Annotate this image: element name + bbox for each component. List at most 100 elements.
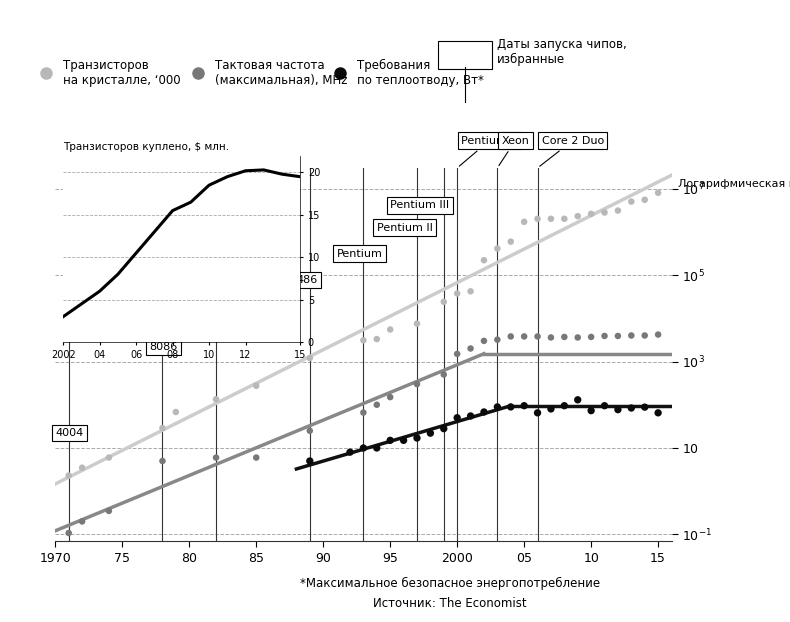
Point xyxy=(465,411,477,421)
Point xyxy=(517,332,530,341)
Point xyxy=(585,332,597,342)
Point xyxy=(156,456,169,466)
Point xyxy=(625,403,638,413)
Text: Требования
по теплоотводу, Вт*: Требования по теплоотводу, Вт* xyxy=(357,58,484,87)
Text: Транзисторов куплено, $ млн.: Транзисторов куплено, $ млн. xyxy=(63,142,229,152)
Point xyxy=(531,214,544,224)
Point xyxy=(303,353,316,363)
Point xyxy=(438,369,450,379)
Point xyxy=(411,318,423,328)
Text: Pentium II: Pentium II xyxy=(377,223,433,233)
Point xyxy=(638,330,651,340)
Point xyxy=(384,325,397,335)
Point xyxy=(371,400,383,410)
Point xyxy=(424,428,437,438)
Point xyxy=(76,463,88,473)
Point xyxy=(478,336,491,346)
Point xyxy=(558,214,570,224)
Point xyxy=(465,286,477,296)
Point xyxy=(438,297,450,307)
Point xyxy=(517,401,530,411)
Text: *Максимальное безопасное энергопотребление: *Максимальное безопасное энергопотреблен… xyxy=(300,577,600,590)
Point xyxy=(465,343,477,353)
Point xyxy=(303,426,316,436)
Text: Даты запуска чипов,
избранные: Даты запуска чипов, избранные xyxy=(497,38,626,67)
Point xyxy=(505,236,517,246)
Point xyxy=(491,244,504,254)
Point xyxy=(411,379,423,389)
Text: Источник: The Economist: Источник: The Economist xyxy=(374,597,527,610)
Point xyxy=(344,447,356,457)
Point xyxy=(652,188,664,198)
Point xyxy=(652,408,664,418)
Point xyxy=(371,443,383,453)
Text: Логарифмическая шкала: Логарифмическая шкала xyxy=(678,179,790,189)
Point xyxy=(303,456,316,466)
Point xyxy=(531,332,544,341)
Point xyxy=(611,206,624,216)
Point xyxy=(384,392,397,402)
Point xyxy=(652,330,664,340)
Point xyxy=(558,401,570,411)
Point xyxy=(491,402,504,412)
Point xyxy=(625,330,638,340)
Point xyxy=(505,402,517,412)
Point xyxy=(451,349,464,359)
Point xyxy=(209,394,222,404)
Point xyxy=(544,404,557,414)
Point xyxy=(357,335,370,345)
Text: 386: 386 xyxy=(203,301,224,311)
Point xyxy=(638,195,651,205)
Point xyxy=(611,331,624,341)
Point xyxy=(544,214,557,224)
Text: Транзисторов
на кристалле, ‘000: Транзисторов на кристалле, ‘000 xyxy=(63,58,181,87)
Point xyxy=(170,407,182,417)
Point xyxy=(103,453,115,463)
Point xyxy=(62,471,75,481)
Text: Pentium III: Pentium III xyxy=(390,200,450,210)
Point xyxy=(250,381,262,391)
Point xyxy=(438,424,450,434)
Point xyxy=(384,435,397,445)
Text: Core 2 Duo: Core 2 Duo xyxy=(540,136,604,166)
Text: Тактовая частота
(максимальная), MHz: Тактовая частота (максимальная), MHz xyxy=(215,58,348,87)
Point xyxy=(103,506,115,516)
Point xyxy=(571,395,584,405)
Point xyxy=(478,255,491,265)
Point xyxy=(505,332,517,341)
Point xyxy=(250,453,262,463)
Point xyxy=(585,209,597,219)
Point xyxy=(625,197,638,207)
Text: 4004: 4004 xyxy=(55,428,84,438)
Point xyxy=(611,405,624,415)
Point xyxy=(76,516,88,526)
Point xyxy=(156,423,169,433)
Point xyxy=(371,334,383,344)
Point xyxy=(517,217,530,227)
Point xyxy=(451,413,464,423)
Point xyxy=(544,333,557,343)
Point xyxy=(598,208,611,218)
Point xyxy=(357,443,370,453)
Point xyxy=(571,211,584,221)
Text: Xeon: Xeon xyxy=(498,136,529,165)
Point xyxy=(411,433,423,443)
Point xyxy=(478,407,491,417)
Text: Pentium: Pentium xyxy=(337,249,382,259)
Point xyxy=(451,289,464,299)
Point xyxy=(531,408,544,418)
Text: 486: 486 xyxy=(296,275,318,285)
Point xyxy=(598,331,611,341)
Text: 8086: 8086 xyxy=(149,342,177,352)
Point xyxy=(209,453,222,463)
FancyBboxPatch shape xyxy=(438,41,492,68)
Point xyxy=(598,401,611,411)
Point xyxy=(558,332,570,342)
Point xyxy=(491,335,504,345)
Point xyxy=(357,407,370,417)
Text: Pentium 4: Pentium 4 xyxy=(459,136,517,166)
Point xyxy=(571,333,584,343)
Point xyxy=(397,435,410,445)
Point xyxy=(585,406,597,415)
Point xyxy=(62,528,75,538)
